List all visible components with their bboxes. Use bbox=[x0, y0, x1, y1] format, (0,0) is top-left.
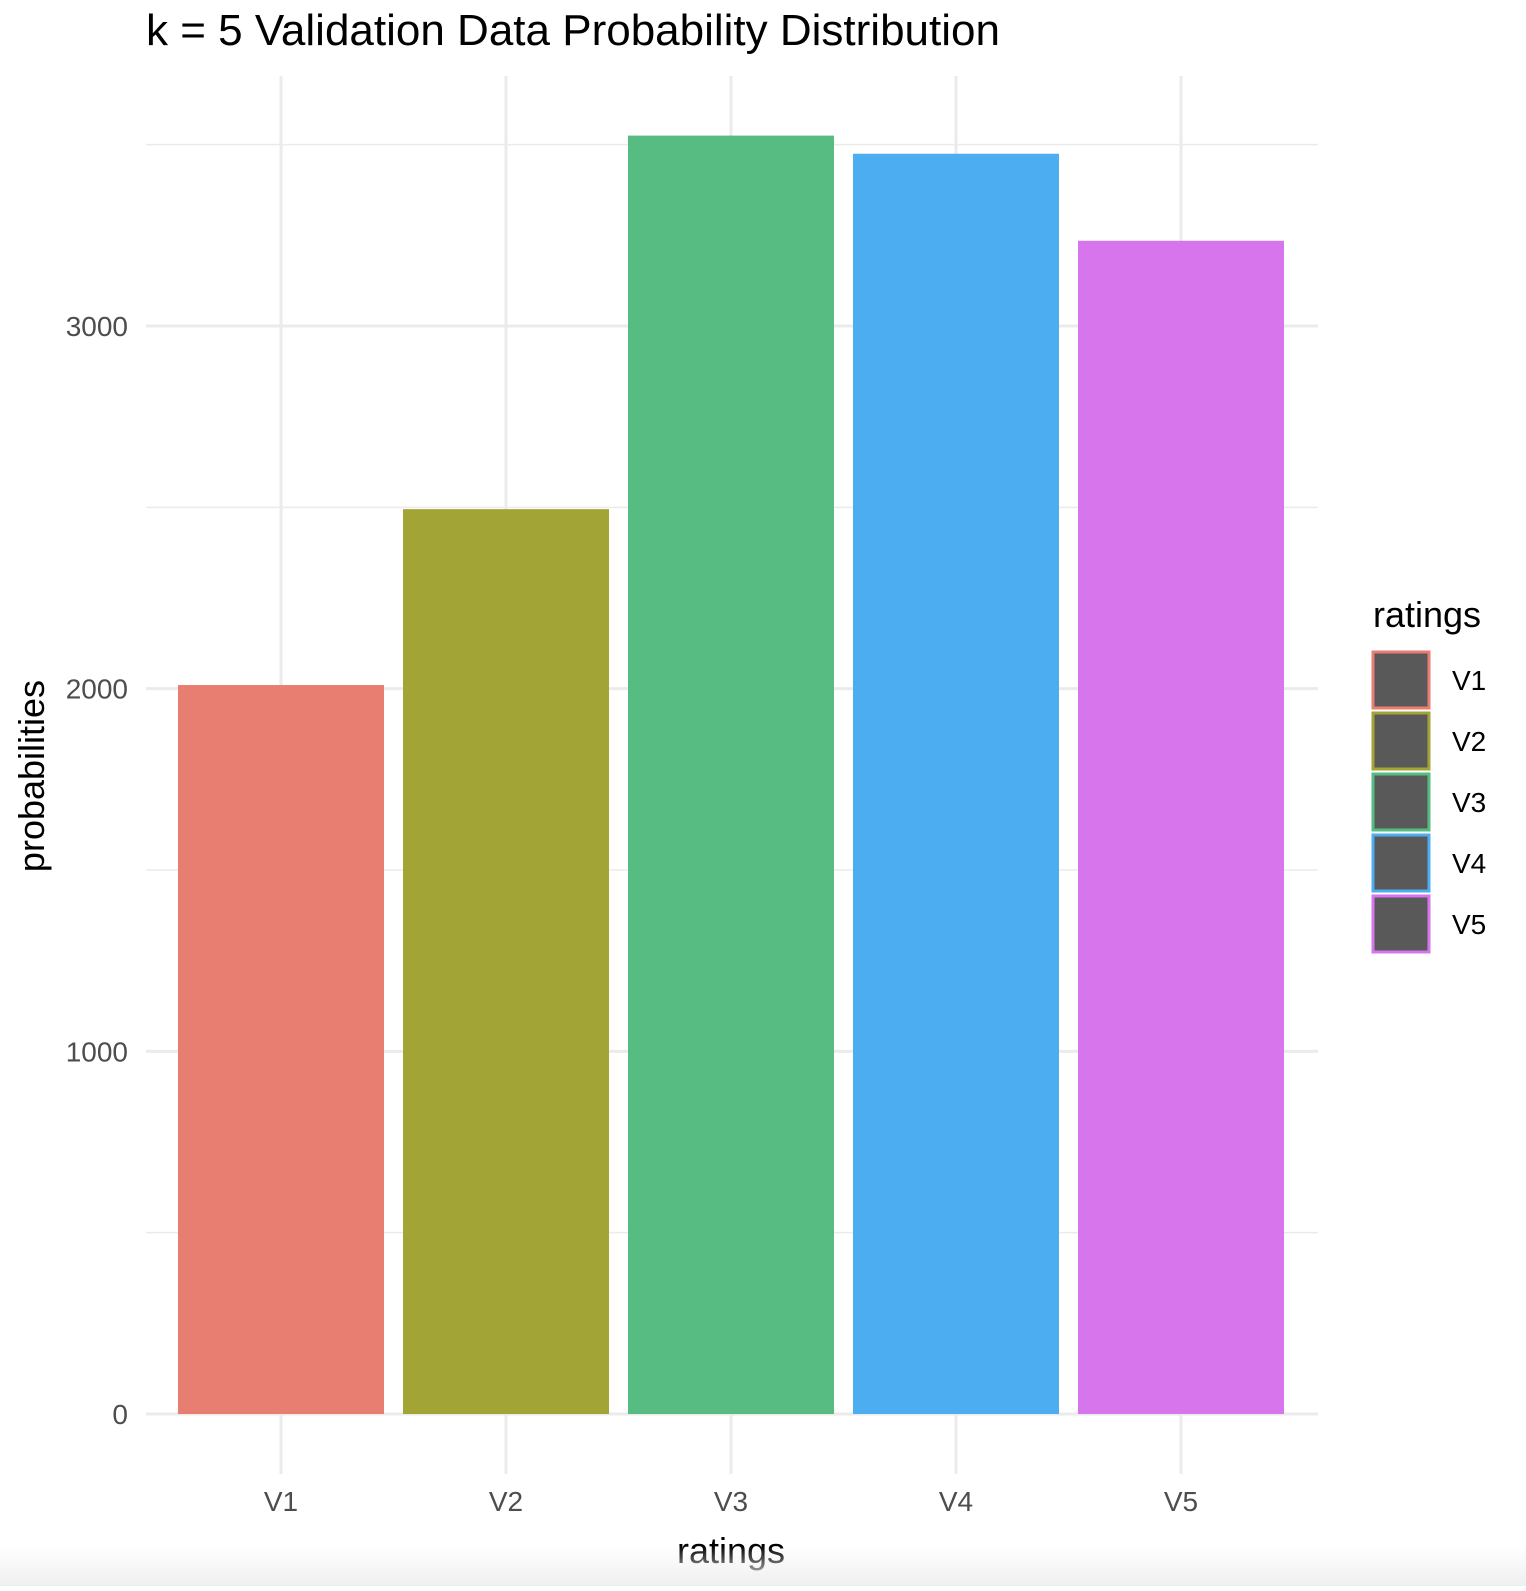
bar-v3 bbox=[628, 135, 834, 1415]
x-tick-label-v5: V5 bbox=[1164, 1486, 1198, 1517]
x-tick-label-v2: V2 bbox=[489, 1486, 523, 1517]
legend-key-v4 bbox=[1371, 833, 1431, 893]
bottom-edge-shadow bbox=[0, 1546, 1526, 1586]
chart-title: k = 5 Validation Data Probability Distri… bbox=[146, 6, 1000, 55]
legend-label-v4: V4 bbox=[1452, 848, 1486, 879]
bar-v2 bbox=[403, 509, 609, 1414]
legend-items: V1 V2 V3 V4 V5 bbox=[1371, 650, 1486, 954]
legend-key-v2 bbox=[1371, 711, 1431, 771]
bar-v4 bbox=[853, 153, 1059, 1414]
legend-key-v1 bbox=[1371, 650, 1431, 710]
x-tick-label-v1: V1 bbox=[264, 1486, 298, 1517]
legend-key-v3 bbox=[1371, 772, 1431, 832]
legend-title: ratings bbox=[1373, 594, 1481, 635]
x-tick-label-v4: V4 bbox=[939, 1486, 973, 1517]
legend: ratings V1 V2 V3 V4 V5 bbox=[1371, 594, 1486, 954]
legend-label-v2: V2 bbox=[1452, 726, 1486, 757]
y-tick-label: 0 bbox=[112, 1399, 128, 1430]
legend-key-v5 bbox=[1371, 894, 1431, 954]
legend-label-v5: V5 bbox=[1452, 909, 1486, 940]
y-tick-label: 2000 bbox=[66, 674, 128, 705]
y-tick-label: 1000 bbox=[66, 1036, 128, 1067]
bars bbox=[178, 135, 1284, 1415]
x-axis-ticks: V1 V2 V3 V4 V5 bbox=[264, 1486, 1198, 1517]
legend-label-v1: V1 bbox=[1452, 665, 1486, 696]
bar-v1 bbox=[178, 685, 384, 1414]
x-tick-label-v3: V3 bbox=[714, 1486, 748, 1517]
y-axis-title: probabilities bbox=[11, 680, 52, 872]
legend-label-v3: V3 bbox=[1452, 787, 1486, 818]
bar-v5 bbox=[1078, 240, 1284, 1415]
y-axis-ticks: 0 1000 2000 3000 bbox=[66, 311, 128, 1430]
y-tick-label: 3000 bbox=[66, 311, 128, 342]
